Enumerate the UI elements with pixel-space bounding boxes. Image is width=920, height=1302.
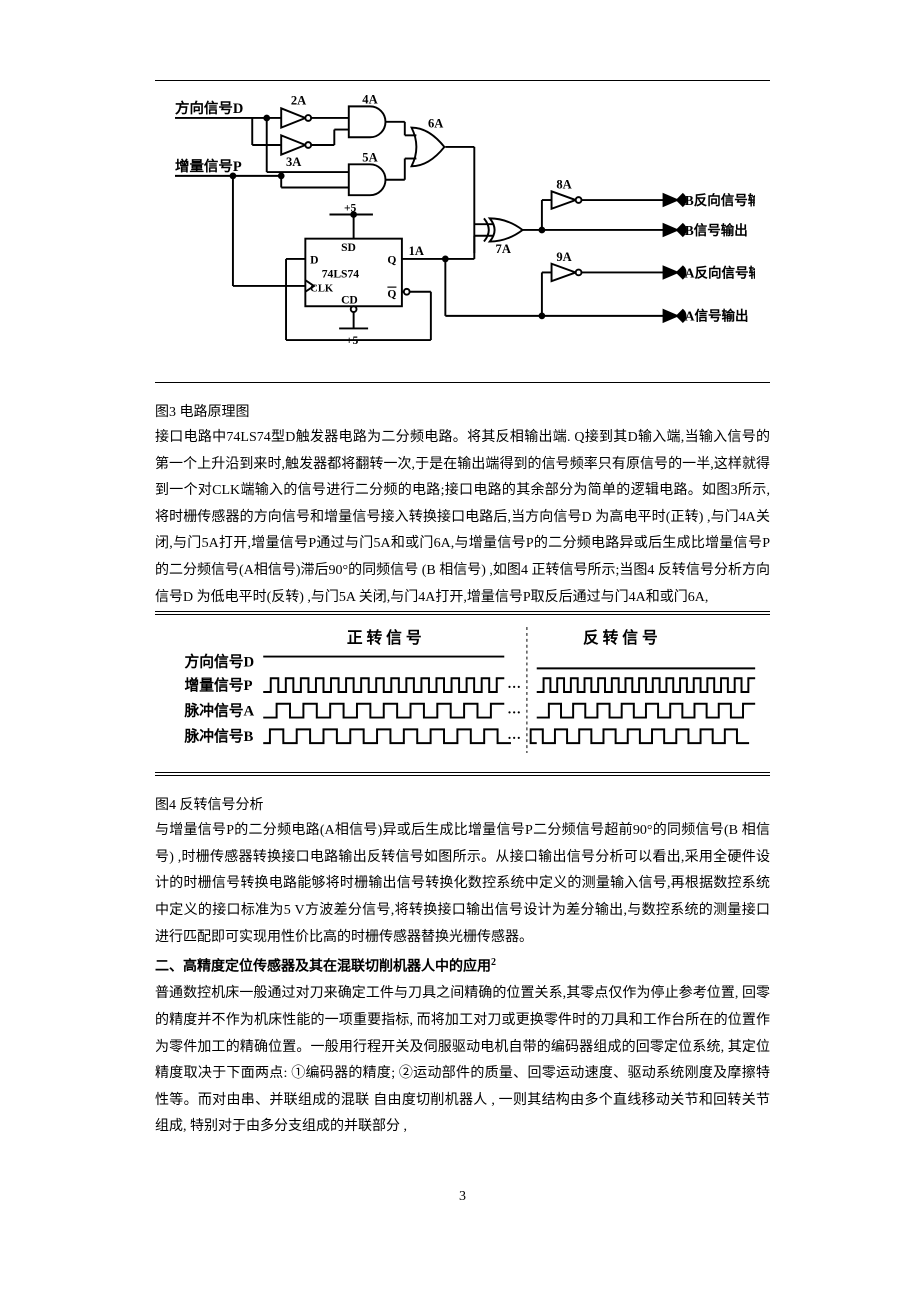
fig3-inc-label: 增量信号P bbox=[175, 157, 242, 175]
heading-2: 二、高精度定位传感器及其在混联切削机器人中的应用2 bbox=[155, 953, 770, 981]
fig3-q: Q bbox=[387, 254, 396, 267]
paragraph-2: 与增量信号P的二分频电路(A相信号)异或后生成比增量信号P二分频信号超前90°的… bbox=[155, 818, 770, 951]
figure3-caption: 图3 电路原理图 bbox=[155, 401, 770, 421]
fig3-4a: 4A bbox=[362, 92, 377, 106]
fig4-row-a: 脉冲信号A bbox=[184, 702, 255, 720]
fig3-out-ainv: A反向信号输出 bbox=[685, 264, 755, 280]
figure4-bottom-rule bbox=[155, 766, 770, 776]
figure3-svg: 方向信号D 增量信号P 2A 3A 4A 5A 6A 7A 8A 9A 1A S… bbox=[155, 89, 755, 369]
fig3-dir-label: 方向信号D bbox=[175, 99, 243, 117]
fig3-out-b: B信号输出 bbox=[685, 222, 748, 238]
figure4-top-rule bbox=[155, 611, 770, 621]
figure4-caption: 图4 反转信号分析 bbox=[155, 794, 770, 814]
heading-2-ref: 2 bbox=[491, 957, 496, 968]
fig4-fwd-title: 正 转 信 号 bbox=[347, 628, 422, 647]
fig3-d: D bbox=[310, 254, 318, 267]
fig4-row-p: 增量信号P bbox=[185, 676, 253, 694]
paragraph-3: 普通数控机床一般通过对刀来确定工件与刀具之间精确的位置关系,其零点仅作为停止参考… bbox=[155, 981, 770, 1141]
heading-2-text: 二、高精度定位传感器及其在混联切削机器人中的应用 bbox=[155, 960, 491, 975]
fig4-dots1: … bbox=[507, 676, 521, 691]
fig3-p5b: +5 bbox=[346, 334, 359, 347]
fig3-3a: 3A bbox=[286, 155, 301, 169]
fig3-8a: 8A bbox=[556, 177, 571, 191]
figure3-container: 方向信号D 增量信号P 2A 3A 4A 5A 6A 7A 8A 9A 1A S… bbox=[155, 80, 770, 383]
fig3-9a: 9A bbox=[556, 250, 571, 264]
fig3-2a: 2A bbox=[291, 93, 306, 107]
fig3-chip: 74LS74 bbox=[322, 267, 360, 280]
fig4-row-b: 脉冲信号B bbox=[184, 727, 254, 745]
fig3-clk: CLK bbox=[310, 284, 334, 295]
fig3-5a: 5A bbox=[362, 150, 377, 164]
fig3-1a: 1A bbox=[409, 244, 424, 258]
fig3-7a: 7A bbox=[496, 242, 511, 256]
fig3-cd: CD bbox=[341, 293, 358, 306]
figure4-container: 正 转 信 号 反 转 信 号 方向信号D 增量信号P 脉冲信号A 脉冲信号B bbox=[155, 621, 770, 766]
fig3-out-a: A信号输出 bbox=[685, 308, 749, 324]
fig4-dots2: … bbox=[507, 702, 521, 717]
fig3-qbar: Q bbox=[387, 288, 396, 301]
fig3-p5a: +5 bbox=[344, 202, 357, 215]
fig4-row-d: 方向信号D bbox=[185, 653, 255, 671]
fig3-6a: 6A bbox=[428, 117, 443, 131]
fig4-dots3: … bbox=[507, 727, 521, 742]
fig3-sd: SD bbox=[341, 241, 356, 254]
fig3-out-binv: B反向信号输出 bbox=[685, 192, 755, 208]
fig4-rev-title: 反 转 信 号 bbox=[583, 628, 658, 647]
paragraph-1: 接口电路中74LS74型D触发器电路为二分频电路。将其反相输出端. Q接到其D输… bbox=[155, 425, 770, 611]
page-number: 3 bbox=[155, 1189, 770, 1205]
figure4-svg: 正 转 信 号 反 转 信 号 方向信号D 增量信号P 脉冲信号A 脉冲信号B bbox=[155, 627, 765, 755]
